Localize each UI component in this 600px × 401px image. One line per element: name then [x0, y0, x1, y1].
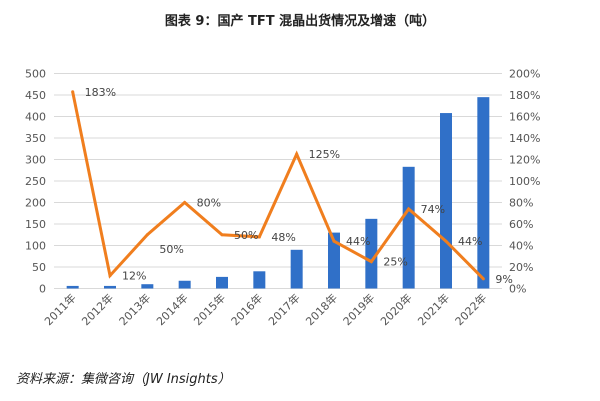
line-point	[407, 207, 411, 211]
line-point	[481, 277, 485, 281]
data-label: 44%	[458, 235, 482, 248]
bar	[477, 97, 490, 289]
x-tick-label: 2017年	[265, 291, 302, 328]
line-point	[332, 239, 336, 243]
y-left-tick-label: 200	[25, 197, 46, 210]
line-point	[295, 152, 299, 156]
bar	[104, 285, 116, 289]
data-label: 50%	[234, 229, 258, 242]
y-left-tick-label: 400	[25, 111, 46, 124]
data-label: 183%	[85, 86, 116, 99]
x-tick-label: 2011年	[41, 291, 78, 328]
x-tick-label: 2015年	[191, 291, 228, 328]
bar	[216, 276, 228, 289]
x-tick-label: 2021年	[415, 291, 452, 328]
data-label: 12%	[122, 270, 146, 283]
y-left-tick-label: 300	[25, 154, 46, 167]
y-left-tick-label: 150	[25, 218, 46, 231]
y-right-tick-label: 160%	[509, 111, 540, 124]
y-right-tick-label: 140%	[509, 132, 540, 145]
y-left-tick-label: 50	[32, 261, 46, 274]
data-label: 48%	[271, 231, 295, 244]
bar	[440, 113, 452, 289]
chart-title: 图表 9：国产 TFT 混晶出货情况及增速（吨）	[164, 14, 436, 29]
y-left-tick-label: 250	[25, 175, 46, 188]
y-right-tick-label: 120%	[509, 154, 540, 167]
line-point	[444, 239, 448, 243]
y-right-tick-label: 40%	[509, 240, 533, 253]
line-point	[71, 90, 75, 94]
data-label: 50%	[159, 243, 183, 256]
line-point	[369, 260, 373, 264]
y-right-tick-label: 60%	[509, 218, 533, 231]
y-left-tick-label: 0	[39, 283, 46, 296]
bar	[66, 285, 79, 289]
y-right-tick-label: 0%	[509, 283, 526, 296]
x-tick-label: 2012年	[79, 291, 116, 328]
data-label: 9%	[495, 273, 512, 286]
x-tick-label: 2020年	[377, 291, 414, 328]
line-point	[257, 235, 261, 239]
data-label: 125%	[309, 148, 340, 161]
x-tick-label: 2019年	[340, 291, 377, 328]
x-tick-label: 2022年	[452, 291, 489, 328]
x-tick-label: 2014年	[153, 291, 190, 328]
x-tick-label: 2016年	[228, 291, 265, 328]
bar	[141, 284, 154, 289]
line-point	[220, 233, 224, 237]
bar	[253, 271, 266, 289]
line-point	[108, 274, 112, 278]
y-right-tick-label: 200%	[509, 68, 540, 81]
bar	[365, 218, 378, 289]
x-tick-label: 2013年	[116, 291, 153, 328]
y-right-tick-label: 100%	[509, 175, 540, 188]
growth-line	[71, 91, 485, 280]
source-note: 资料来源：集微咨询（JW Insights）	[16, 372, 231, 387]
y-left-tick-label: 100	[25, 240, 46, 253]
y-right-tick-label: 180%	[509, 89, 540, 102]
y-right-tick-label: 80%	[509, 197, 533, 210]
data-label: 25%	[383, 256, 407, 269]
line-point	[145, 233, 149, 237]
bar	[178, 280, 191, 289]
y-right-tick-label: 20%	[509, 261, 533, 274]
data-label: 44%	[346, 235, 370, 248]
x-tick-label: 2018年	[303, 291, 340, 328]
data-label: 80%	[197, 197, 221, 210]
y-left-tick-label: 350	[25, 132, 46, 145]
bar	[402, 166, 415, 289]
bar	[328, 232, 340, 289]
y-left-tick-label: 500	[25, 68, 46, 81]
line-point	[183, 201, 187, 204]
bar	[290, 249, 303, 289]
y-left-tick-label: 450	[25, 89, 46, 102]
data-label: 74%	[421, 203, 445, 216]
